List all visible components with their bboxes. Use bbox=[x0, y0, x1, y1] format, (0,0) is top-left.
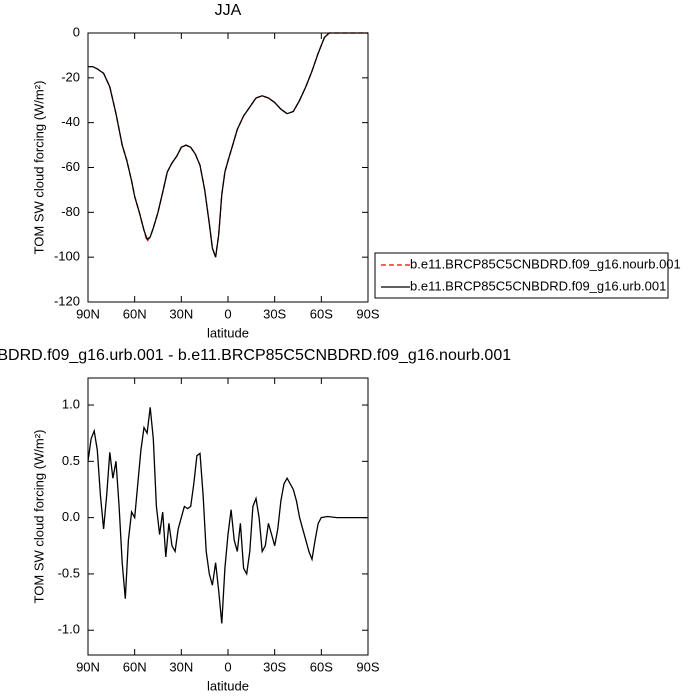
x-tick-label: 30N bbox=[169, 306, 193, 321]
y-tick-label: -60 bbox=[61, 159, 80, 174]
x-tick-label: 90S bbox=[356, 306, 379, 321]
x-tick-label: 30S bbox=[263, 306, 286, 321]
y-axis-label: TOM SW cloud forcing (W/m²) bbox=[31, 81, 46, 255]
chart-title: 5C5CNBDRD.f09_g16.urb.001 - b.e11.BRCP85… bbox=[0, 347, 511, 364]
x-axis-label: latitude bbox=[207, 678, 249, 693]
legend-label: b.e11.BRCP85C5CNBDRD.f09_g16.urb.001 bbox=[410, 278, 666, 293]
legend-box bbox=[374, 252, 669, 299]
x-tick-label: 60N bbox=[123, 659, 147, 674]
y-tick-label: 0 bbox=[73, 24, 80, 39]
x-tick-label: 60S bbox=[310, 306, 333, 321]
x-tick-label: 90N bbox=[76, 659, 100, 674]
y-tick-label: -100 bbox=[54, 249, 80, 264]
plot-frame bbox=[87, 32, 369, 303]
data-line bbox=[88, 32, 368, 258]
y-tick-label: -20 bbox=[61, 69, 80, 84]
x-tick-label: 30S bbox=[263, 659, 286, 674]
legend-label: b.e11.BRCP85C5CNBDRD.f09_g16.nourb.001 bbox=[410, 256, 681, 271]
x-tick-label: 30N bbox=[169, 659, 193, 674]
y-tick-label: -120 bbox=[54, 293, 80, 308]
x-tick-label: 90S bbox=[356, 659, 379, 674]
y-tick-label: -1.0 bbox=[58, 622, 80, 637]
x-tick-label: 90N bbox=[76, 306, 100, 321]
y-axis-label: TOM SW cloud forcing (W/m²) bbox=[31, 430, 46, 604]
y-tick-label: 1.0 bbox=[62, 396, 80, 411]
x-tick-label: 0 bbox=[224, 306, 231, 321]
y-tick-label: -40 bbox=[61, 114, 80, 129]
x-tick-label: 0 bbox=[224, 659, 231, 674]
x-tick-label: 60S bbox=[310, 659, 333, 674]
data-line bbox=[87, 407, 368, 624]
y-tick-label: -80 bbox=[61, 204, 80, 219]
y-tick-label: 0.5 bbox=[62, 453, 80, 468]
data-line bbox=[88, 32, 368, 258]
y-tick-label: 0.0 bbox=[62, 509, 80, 524]
chart-title: JJA bbox=[215, 2, 242, 19]
y-tick-label: -0.5 bbox=[58, 565, 80, 580]
x-tick-label: 60N bbox=[123, 306, 147, 321]
x-axis-label: latitude bbox=[207, 325, 249, 340]
